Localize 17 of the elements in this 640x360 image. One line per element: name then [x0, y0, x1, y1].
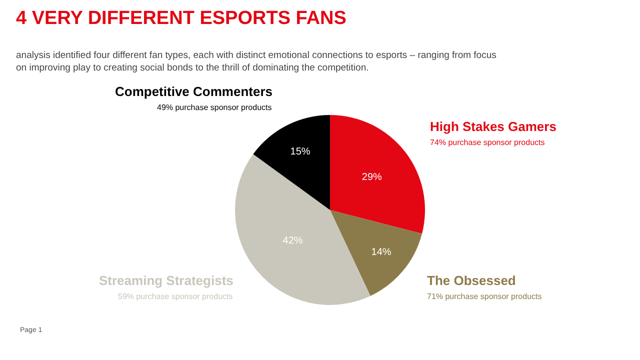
chart-title: 4 VERY DIFFERENT ESPORTS FANS	[16, 8, 346, 29]
data-label: 42%	[282, 235, 303, 246]
slice-label: Streaming Strategists	[99, 273, 234, 288]
pie-slice	[330, 210, 422, 296]
text: 74% purchase sponsor products	[430, 138, 545, 147]
chart-subtitle: analysis identified four different fan types, each with distinct emotional connections to esports – ranging from focus on improving play to creating social bonds to the thrill of dominating the competition.	[16, 50, 497, 74]
pie-slice	[253, 115, 330, 210]
slice-label: High Stakes Gamers	[430, 119, 556, 134]
data-label: 15%	[290, 146, 310, 158]
text: 71% purchase sponsor products	[427, 292, 542, 301]
slice-label: The Obsessed	[427, 273, 516, 288]
text: 59% purchase sponsor products	[118, 292, 233, 301]
pie-slice	[330, 115, 425, 234]
data-label: 14%	[371, 246, 392, 258]
text: 49% purchase sponsor products	[157, 103, 272, 112]
slice-label: Competitive Commenters	[115, 84, 272, 99]
data-label: 29%	[362, 172, 382, 183]
